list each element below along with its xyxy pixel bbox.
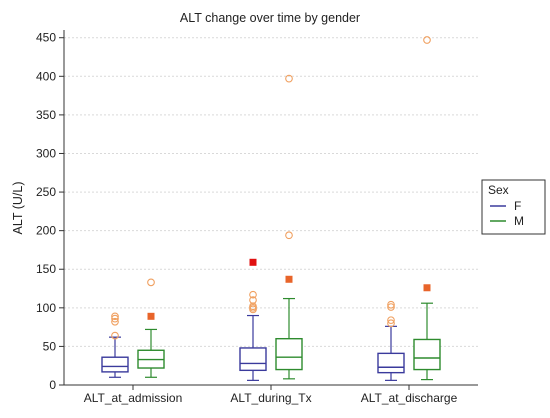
box-iqr (101, 356, 129, 373)
box-iqr (275, 337, 303, 371)
y-tick-label: 300 (36, 146, 56, 160)
box-iqr (239, 347, 267, 372)
far-outlier-point (249, 258, 257, 266)
far-outlier-point (147, 312, 155, 320)
y-tick-label: 450 (36, 31, 56, 45)
outlier-point (249, 290, 257, 299)
x-tick-label: ALT_at_discharge (361, 391, 458, 405)
y-tick-label: 350 (36, 108, 56, 122)
outlier-point (111, 312, 119, 321)
x-tick-label: ALT_at_admission (84, 391, 183, 405)
y-tick-label: 50 (43, 339, 57, 353)
legend-label: F (514, 199, 521, 213)
outlier-point (285, 231, 293, 240)
outlier-point (387, 300, 395, 309)
outlier-point (147, 278, 155, 287)
outlier-point (423, 36, 431, 44)
outlier-point (387, 319, 395, 328)
legend-title: Sex (488, 183, 509, 197)
series-M (137, 36, 441, 381)
box-iqr (377, 352, 405, 374)
y-tick-label: 100 (36, 301, 56, 315)
legend-label: M (514, 214, 524, 228)
box-iqr (413, 338, 441, 371)
chart-title: ALT change over time by gender (180, 11, 360, 25)
axes: 0 50 100 150 200 250 300 350 400 450 ALT_at_admiss… (36, 30, 478, 405)
grid-lines (64, 37, 478, 386)
y-tick-label: 200 (36, 224, 56, 238)
legend-frame (481, 179, 546, 235)
outlier-point (249, 296, 257, 304)
y-tick-label: 250 (36, 185, 56, 199)
outlier-point (387, 316, 395, 325)
y-tick-label: 0 (49, 378, 56, 392)
y-tick-label: 150 (36, 262, 56, 276)
outlier-point (111, 317, 119, 326)
x-tick-label: ALT_during_Tx (230, 391, 311, 405)
y-tick-label: 400 (36, 69, 56, 83)
box-series (101, 36, 441, 381)
outlier-point (387, 303, 395, 311)
outlier-point (111, 314, 119, 323)
series-F (101, 258, 405, 381)
outlier-point (111, 331, 119, 340)
y-axis-title: ALT (U/L) (11, 181, 25, 234)
outlier-point (285, 74, 293, 83)
legend: Sex FM (481, 179, 546, 235)
far-outlier-point (285, 275, 293, 283)
far-outlier-point (423, 284, 431, 292)
